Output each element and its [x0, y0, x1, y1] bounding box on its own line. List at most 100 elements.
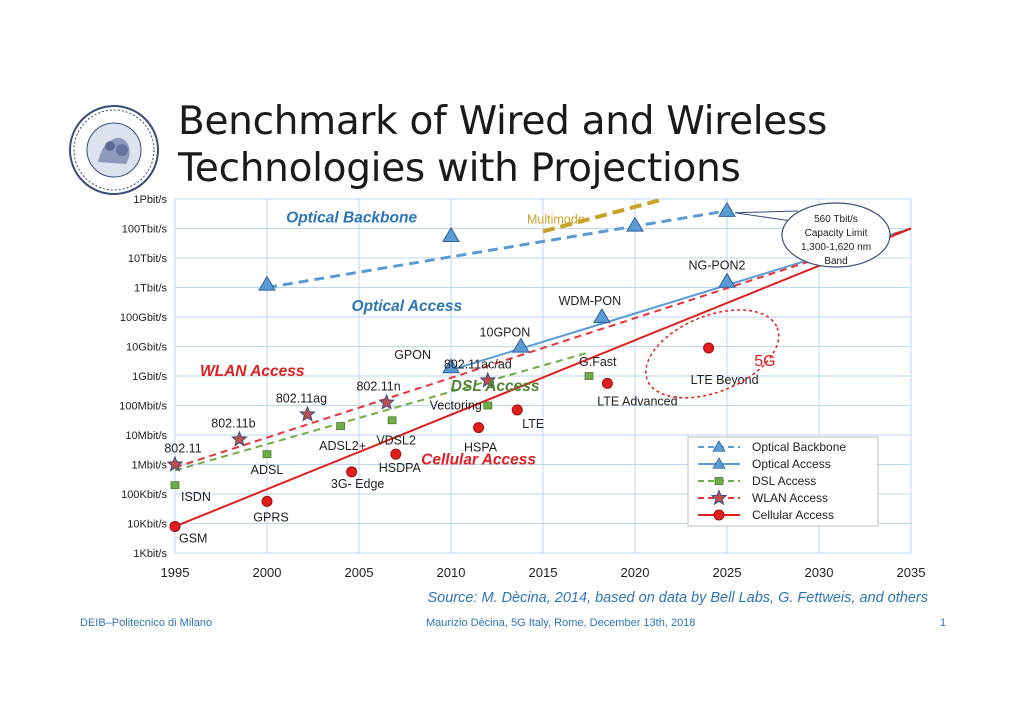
callout-pointer [734, 210, 799, 222]
y-tick-label: 100Gbit/s [120, 312, 168, 324]
point-dsl [584, 372, 594, 380]
point-label-isdn: ISDN [181, 490, 211, 504]
point-label-hspa: HSPA [464, 441, 498, 455]
legend-label-dsl: DSL Access [752, 474, 816, 488]
source-citation: Source: M. Dècina, 2014, based on data b… [427, 590, 928, 606]
point-wlan [230, 430, 248, 447]
point-label-3g-edge: 3G- Edge [331, 477, 385, 491]
y-tick-label: 100Tbit/s [122, 224, 168, 236]
series-line-wlan [174, 227, 912, 469]
y-tick-label: 100Mbit/s [119, 401, 167, 413]
series-line-optical_backbone [266, 209, 728, 289]
category-label-wlan-access: WLAN Access [200, 363, 305, 380]
callout-line: Capacity Limit [805, 228, 868, 239]
point-label-802-11b: 802.11b [211, 416, 255, 430]
point-label-802-11ag: 802.11ag [276, 391, 327, 405]
footer-left: DEIB–Politecnico di Milano [80, 617, 213, 629]
category-label-dsl-access: DSL Access [451, 378, 540, 395]
footer-page-number: 1 [940, 617, 947, 629]
x-tick-label: 2005 [345, 565, 374, 580]
point-dsl [387, 416, 397, 425]
point-optical_backbone [626, 216, 644, 232]
point-dsl [483, 401, 493, 410]
legend-marker-optical_access [712, 457, 726, 469]
point-optical_access [512, 337, 530, 353]
point-optical_backbone [718, 201, 736, 217]
category-label-cellular-access: Cellular Access [421, 452, 536, 469]
x-tick-label: 2035 [897, 565, 926, 580]
point-label-lte-beyond: LTE Beyond [691, 373, 759, 387]
point-cellular [601, 377, 613, 389]
title-line-2: Technologies with Projections [178, 146, 741, 191]
chart-annotations: Multimode Optical Backbone Optical Access W… [200, 197, 891, 469]
x-tick-label: 2020 [621, 565, 650, 580]
x-tick-label: 2030 [805, 565, 834, 580]
multimode-label: Multimode [527, 212, 585, 226]
point-label-lte: LTE [522, 417, 544, 431]
point-label-gprs: GPRS [253, 510, 288, 524]
callout-line: 560 Tbit/s [814, 214, 858, 225]
y-tick-label: 1Tbit/s [134, 283, 168, 295]
category-label-optical-backbone: Optical Backbone [286, 210, 417, 227]
point-optical_access [718, 272, 736, 288]
point-label-adsl: ADSL [251, 463, 284, 477]
point-label-10gpon: 10GPON [480, 326, 531, 340]
y-tick-label: 1Mbit/s [132, 460, 168, 472]
point-cellular [511, 404, 523, 416]
legend-marker-cellular [713, 509, 725, 521]
point-wlan [479, 371, 497, 388]
point-label-hsdpa: HSDPA [379, 461, 422, 475]
series-line-cellular [174, 227, 912, 528]
x-tick-label: 2000 [253, 565, 282, 580]
point-label-vdsl2: VDSL2 [376, 433, 416, 447]
point-optical_access [593, 308, 611, 324]
point-cellular [473, 422, 485, 434]
x-tick-label: 1995 [161, 565, 190, 580]
point-cellular [261, 495, 273, 507]
title-line-1: Benchmark of Wired and Wireless [178, 99, 828, 144]
callout-line: 1,300-1,620 nm [801, 242, 871, 253]
callout-bubble [781, 202, 891, 268]
politecnico-logo [68, 104, 160, 196]
chart-legend: Optical Backbone Optical Access DSL Access… [687, 436, 879, 527]
y-tick-label: 10Kbit/s [127, 519, 167, 531]
legend-label-optical_access: Optical Access [752, 457, 831, 471]
category-label-optical-access: Optical Access [352, 298, 463, 315]
point-label-802-11ac-ad: 802.11ac/ad [444, 357, 512, 371]
y-tick-label: 1Pbit/s [133, 194, 167, 206]
5g-highlight-ellipse [645, 309, 780, 399]
point-label-g-fast: G.Fast [579, 355, 617, 369]
point-wlan [378, 393, 395, 410]
point-label-vectoring: Vectoring [430, 399, 482, 413]
point-optical_backbone [442, 226, 460, 242]
chart-labels: GPON 10GPON WDM-PON NG-PON2 ISDN ADSL ADSL2+ VD… [164, 259, 758, 546]
point-dsl [262, 450, 272, 459]
page-title: Benchmark of Wired and Wireless Technolo… [178, 98, 827, 192]
point-wlan [166, 455, 184, 472]
point-label-gpon: GPON [394, 348, 431, 362]
legend-marker-wlan [710, 489, 728, 506]
point-optical_backbone [258, 275, 276, 291]
footer-center: Maurizio Dècina, 5G Italy, Rome, Decembe… [426, 617, 696, 629]
y-tick-label: 10Gbit/s [126, 342, 167, 354]
point-cellular [346, 466, 358, 478]
point-label-ng-pon2: NG-PON2 [689, 259, 746, 273]
point-optical_access [442, 358, 460, 374]
x-tick-label: 2025 [713, 565, 742, 580]
multimode-line [542, 197, 665, 234]
point-dsl [170, 481, 180, 490]
chart-axes: 1Kbit/s 10Kbit/s 100Kbit/s 1Mbit/s 10Mbit/s 1… [119, 194, 925, 580]
x-tick-label: 2015 [529, 565, 558, 580]
y-tick-label: 1Gbit/s [132, 371, 167, 383]
point-label-802-11n: 802.11n [356, 380, 400, 394]
point-cellular [169, 520, 181, 532]
plot-frame [174, 198, 912, 554]
y-tick-label: 10Tbit/s [128, 253, 168, 265]
point-label-gsm: GSM [179, 531, 207, 545]
y-tick-label: 10Mbit/s [125, 430, 167, 442]
point-label-adsl2: ADSL2+ [319, 439, 366, 453]
legend-marker-dsl [714, 477, 724, 485]
point-label-wdm-pon: WDM-PON [559, 294, 622, 308]
point-cellular [703, 342, 715, 354]
point-label-lte-advanced: LTE Advanced [597, 394, 677, 408]
